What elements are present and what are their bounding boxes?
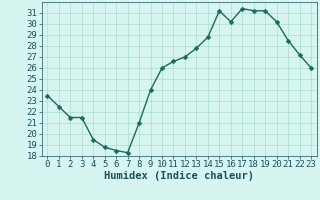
X-axis label: Humidex (Indice chaleur): Humidex (Indice chaleur): [104, 171, 254, 181]
